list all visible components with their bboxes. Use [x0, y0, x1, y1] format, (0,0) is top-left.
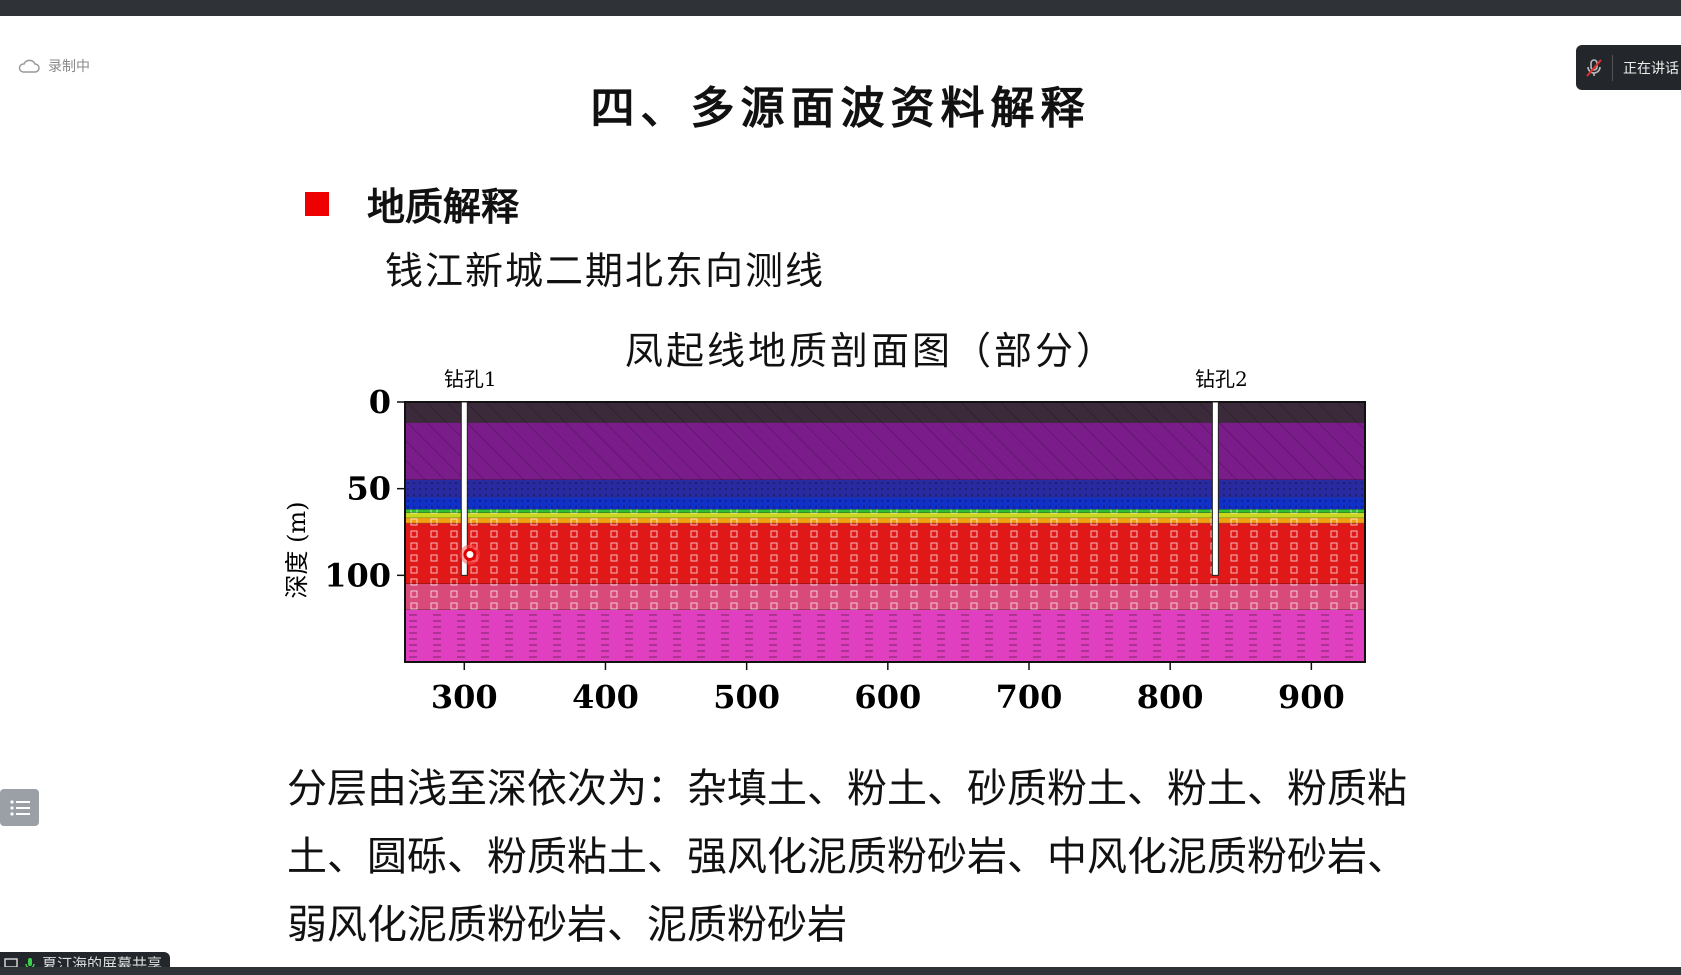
slide-title: 四、多源面波资料解释 [590, 83, 1091, 134]
marker-point [463, 548, 477, 562]
list-icon [9, 799, 30, 816]
layer-pattern [405, 497, 1365, 510]
recording-label: 录制中 [48, 59, 90, 75]
red-square-bullet [305, 191, 329, 216]
plot-frame [404, 401, 1366, 663]
layer-pattern [405, 518, 1365, 524]
x-tick-label: 600 [854, 678, 921, 710]
y-tick-label: 100 [324, 556, 391, 594]
section-heading: 地质解释 [305, 176, 519, 231]
window-top-bar [0, 0, 1681, 16]
x-tick-label: 800 [1137, 678, 1204, 710]
recording-indicator[interactable]: 录制中 [18, 56, 90, 76]
layer-pattern [405, 480, 1365, 498]
layer-description: 分层由浅至深依次为：杂填土、粉土、砂质粉土、粉土、粉质粘土、圆砾、粉质粘土、强风… [287, 766, 1407, 948]
layer-pattern [405, 584, 1365, 610]
mic-muted-icon [1576, 58, 1612, 78]
slide-subtitle: 钱江新城二期北东向测线 [385, 249, 826, 293]
y-tick-label: 50 [346, 470, 391, 508]
x-tick-label: 500 [713, 678, 780, 710]
x-tick-label: 900 [1278, 678, 1345, 710]
x-tick-label: 300 [431, 678, 498, 710]
layer-pattern [405, 402, 1365, 423]
speaking-indicator[interactable]: 正在讲话 [1576, 45, 1681, 90]
x-tick-label: 700 [996, 678, 1063, 710]
borehole-label: 钻孔1 [444, 367, 497, 391]
section-label: 地质解释 [367, 185, 520, 229]
screen-share-icon [4, 957, 18, 968]
layer-pattern [405, 523, 1365, 584]
layer-pattern [405, 509, 1365, 513]
speaking-label: 正在讲话 [1623, 60, 1679, 77]
cloud-icon [18, 59, 40, 73]
divider [1612, 54, 1613, 81]
geologic-section-chart: 300400500600700800900050100位置 (m)深度 (m)钻… [285, 367, 1366, 710]
layer-pattern [405, 512, 1365, 519]
borehole-2 [1211, 401, 1219, 576]
layer-pattern [405, 610, 1365, 662]
list-button[interactable] [0, 789, 39, 826]
y-axis-label: 深度 (m) [285, 501, 311, 598]
x-tick-label: 400 [572, 678, 639, 710]
borehole-label: 钻孔2 [1195, 367, 1248, 391]
layer-pattern [405, 422, 1365, 480]
chart-title: 凤起线地质剖面图（部分） [625, 329, 1118, 373]
y-tick-label: 0 [369, 383, 391, 421]
borehole-1 [460, 401, 468, 576]
window-bottom-bar [0, 967, 1681, 975]
